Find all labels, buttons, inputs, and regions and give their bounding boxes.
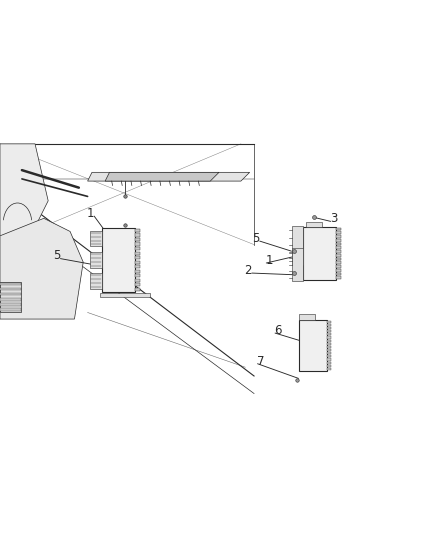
Bar — [327, 349, 331, 351]
Bar — [305, 222, 322, 227]
Bar — [327, 330, 331, 332]
Bar — [336, 246, 341, 249]
Bar — [327, 340, 331, 342]
Bar — [135, 243, 140, 246]
Text: 6: 6 — [274, 324, 282, 337]
Bar — [336, 261, 341, 264]
Bar — [0, 293, 21, 295]
Bar — [135, 256, 140, 259]
Bar — [336, 257, 341, 260]
Bar — [327, 356, 331, 358]
Text: 1: 1 — [87, 207, 95, 220]
Bar — [135, 261, 140, 264]
Bar — [299, 320, 328, 370]
Bar — [327, 361, 331, 364]
Bar — [0, 308, 21, 311]
Bar — [327, 365, 331, 367]
Bar — [327, 336, 331, 338]
Bar — [100, 293, 150, 297]
Bar — [90, 252, 102, 268]
Bar — [327, 327, 331, 329]
Bar — [90, 273, 102, 289]
Bar — [336, 231, 341, 234]
Bar — [327, 352, 331, 354]
Bar — [135, 252, 140, 255]
Text: 2: 2 — [244, 264, 252, 277]
Text: 3: 3 — [330, 212, 337, 225]
Bar — [327, 324, 331, 326]
Polygon shape — [0, 219, 83, 319]
Bar — [336, 269, 341, 272]
Text: 5: 5 — [53, 249, 60, 262]
Bar — [135, 238, 140, 241]
Bar — [327, 321, 331, 323]
Bar — [293, 248, 303, 281]
Bar — [336, 250, 341, 253]
Bar — [102, 228, 135, 292]
Bar — [135, 288, 140, 291]
Bar — [0, 298, 21, 301]
Bar — [0, 288, 21, 290]
Text: 7: 7 — [257, 354, 265, 368]
Bar — [293, 226, 303, 265]
Bar — [336, 239, 341, 241]
Bar — [135, 229, 140, 232]
Bar — [135, 233, 140, 237]
Bar — [327, 358, 331, 361]
Polygon shape — [105, 172, 219, 181]
Bar — [336, 273, 341, 276]
Polygon shape — [88, 172, 250, 181]
Bar — [299, 314, 314, 320]
Polygon shape — [0, 144, 48, 245]
Text: 5: 5 — [253, 231, 260, 245]
Bar — [135, 274, 140, 277]
Bar — [135, 279, 140, 282]
Bar — [336, 265, 341, 268]
Bar — [90, 231, 102, 246]
Bar — [336, 235, 341, 238]
Bar — [327, 368, 331, 370]
Bar — [336, 243, 341, 245]
Bar — [336, 277, 341, 279]
Bar — [135, 270, 140, 273]
Bar — [135, 247, 140, 250]
Bar — [0, 282, 21, 285]
Bar — [135, 284, 140, 286]
Bar — [135, 265, 140, 268]
Bar — [336, 254, 341, 256]
Text: 1: 1 — [265, 254, 273, 267]
Bar — [327, 333, 331, 335]
Bar — [0, 303, 21, 305]
Bar — [336, 228, 341, 230]
Bar — [327, 343, 331, 345]
Bar — [303, 227, 336, 280]
Bar — [0, 282, 21, 312]
Bar — [327, 346, 331, 348]
